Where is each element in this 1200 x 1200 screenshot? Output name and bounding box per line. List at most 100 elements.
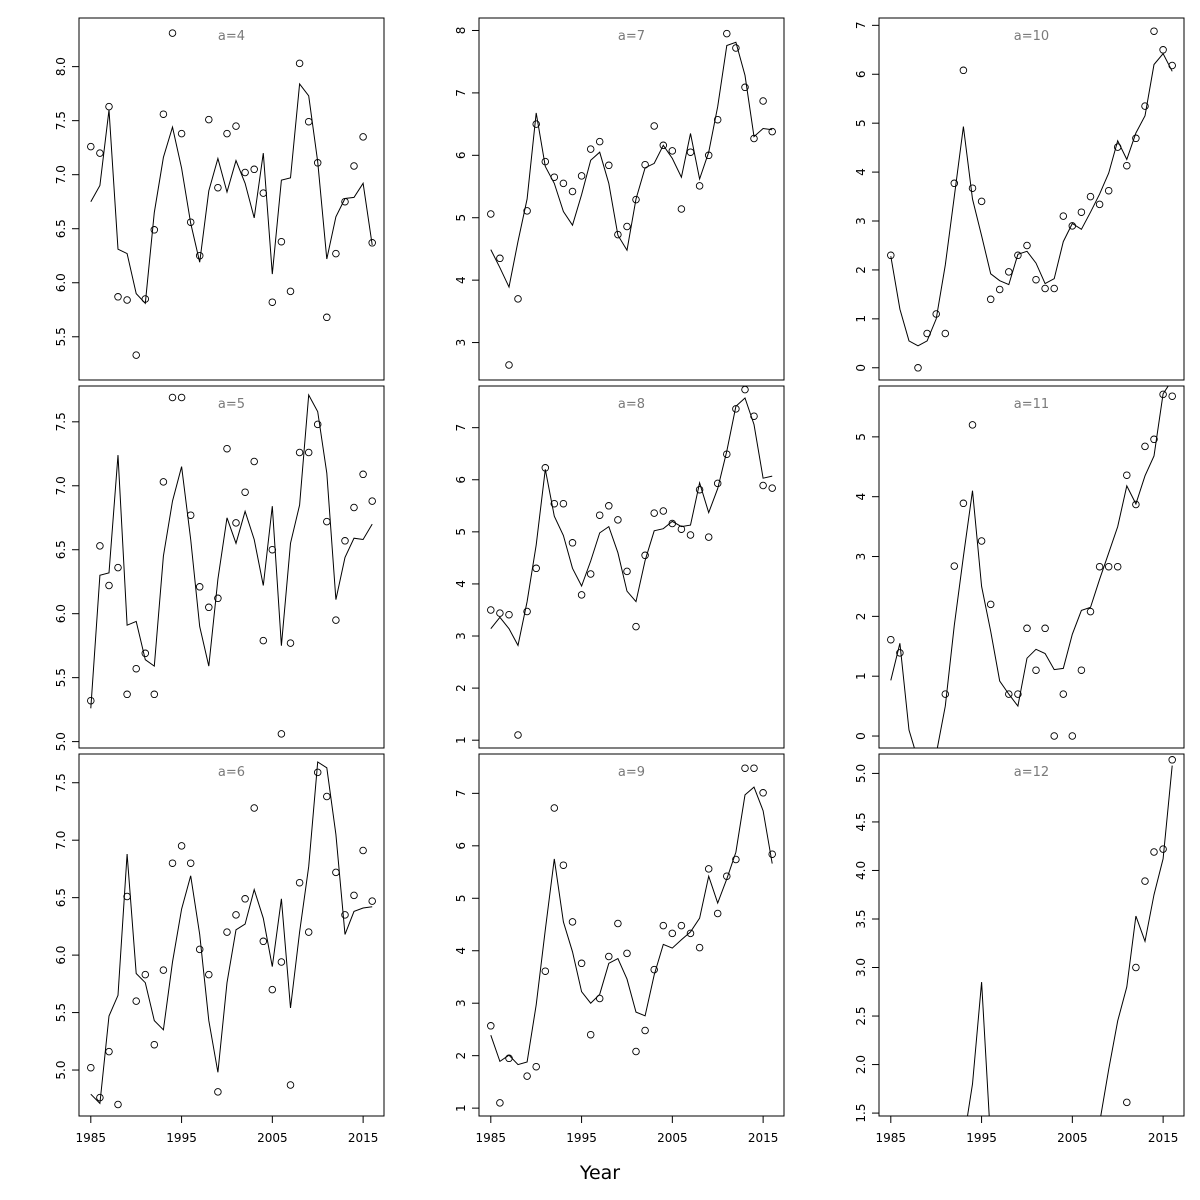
data-point	[1086, 607, 1095, 616]
data-point	[168, 859, 177, 867]
data-point	[332, 249, 340, 258]
y-tick-label: 4	[454, 947, 468, 955]
data-point	[668, 929, 677, 938]
data-point	[1132, 500, 1140, 509]
data-point	[577, 172, 586, 180]
data-point	[959, 499, 968, 508]
data-point	[205, 115, 213, 124]
data-point	[195, 583, 204, 591]
data-point	[704, 533, 713, 541]
data-point	[295, 59, 304, 68]
data-point	[595, 511, 604, 519]
data-point	[1123, 1098, 1131, 1107]
data-point	[723, 29, 731, 38]
y-tick-label: 6.0	[54, 604, 68, 623]
panel-title: a=11	[1014, 397, 1049, 412]
data-point	[232, 122, 240, 130]
y-tick-label: 2	[854, 266, 868, 274]
data-point	[732, 405, 740, 413]
x-tick-label: 2015	[748, 1131, 779, 1145]
data-point	[986, 295, 995, 304]
y-tick-label: 4	[854, 493, 868, 501]
data-point	[577, 591, 586, 599]
data-point	[323, 313, 331, 322]
data-point	[1059, 212, 1068, 220]
y-tick-label: 5	[454, 528, 468, 536]
data-point	[177, 393, 186, 402]
y-tick-label: 3	[454, 999, 468, 1007]
y-tick-label: 5.0	[54, 732, 68, 751]
data-point	[368, 239, 376, 247]
y-tick-label: 6.5	[54, 540, 68, 559]
data-point	[487, 1022, 495, 1030]
data-point	[332, 868, 340, 877]
data-point	[368, 897, 376, 905]
y-tick-label: 5.5	[54, 668, 68, 687]
data-point	[1113, 143, 1122, 151]
data-point	[1059, 690, 1068, 698]
data-point	[304, 928, 313, 936]
data-point	[550, 499, 559, 508]
data-point	[1032, 275, 1040, 284]
data-point	[341, 197, 349, 206]
data-point	[496, 254, 504, 263]
panel-title: a=12	[1014, 765, 1049, 780]
y-tick-label: 6	[454, 842, 468, 850]
y-tick-label: 7	[854, 22, 868, 30]
y-tick-label: 5.5	[54, 1003, 68, 1022]
data-point	[896, 649, 904, 657]
data-point	[105, 1047, 113, 1056]
data-point	[1113, 562, 1122, 571]
data-point	[1041, 284, 1049, 293]
panel-title: a=5	[218, 397, 245, 412]
data-point	[559, 861, 568, 869]
data-point	[605, 502, 613, 510]
data-point	[523, 1072, 531, 1080]
data-point	[923, 329, 931, 338]
data-point	[668, 147, 677, 155]
data-point	[241, 488, 249, 496]
data-point	[132, 664, 140, 673]
data-point	[968, 421, 977, 429]
fit-line	[90, 82, 373, 305]
y-tick-label: 4	[454, 276, 468, 284]
data-point	[304, 448, 313, 457]
data-point	[686, 929, 695, 938]
data-point	[1014, 251, 1022, 260]
y-tick-label: 5.0	[854, 764, 868, 783]
panel-a-9: 1 2 3 4 5 6 7 1985 1995 2005 2015 a=9	[454, 753, 785, 1145]
data-point	[541, 967, 550, 975]
data-point	[1159, 845, 1167, 853]
y-tick-label: 6.0	[54, 273, 68, 292]
y-tick-label: 6.5	[54, 219, 68, 238]
data-point	[977, 537, 986, 545]
data-point	[759, 97, 767, 105]
y-tick-label: 3	[854, 553, 868, 561]
data-point	[323, 517, 331, 526]
plot-frame	[478, 753, 785, 1117]
data-point	[1041, 624, 1049, 633]
data-point	[359, 133, 367, 141]
data-point	[959, 66, 968, 75]
data-point	[159, 478, 168, 486]
data-point	[704, 865, 713, 873]
data-point	[168, 393, 177, 402]
data-point	[295, 878, 304, 887]
data-point	[768, 850, 776, 858]
data-point	[1123, 161, 1131, 170]
y-tick-label: 1	[454, 736, 468, 744]
panel-title: a=8	[618, 397, 645, 412]
data-point	[123, 690, 131, 699]
y-tick-label: 6	[454, 151, 468, 159]
data-point	[541, 464, 550, 472]
plot-frame	[478, 385, 785, 749]
data-point	[295, 448, 304, 457]
data-point	[268, 985, 277, 994]
data-point	[968, 184, 977, 192]
panel-title: a=10	[1014, 29, 1049, 44]
y-tick-label: 3	[854, 217, 868, 225]
data-point	[887, 251, 895, 260]
data-point	[695, 182, 704, 190]
data-point	[368, 497, 376, 505]
data-point	[677, 921, 686, 930]
